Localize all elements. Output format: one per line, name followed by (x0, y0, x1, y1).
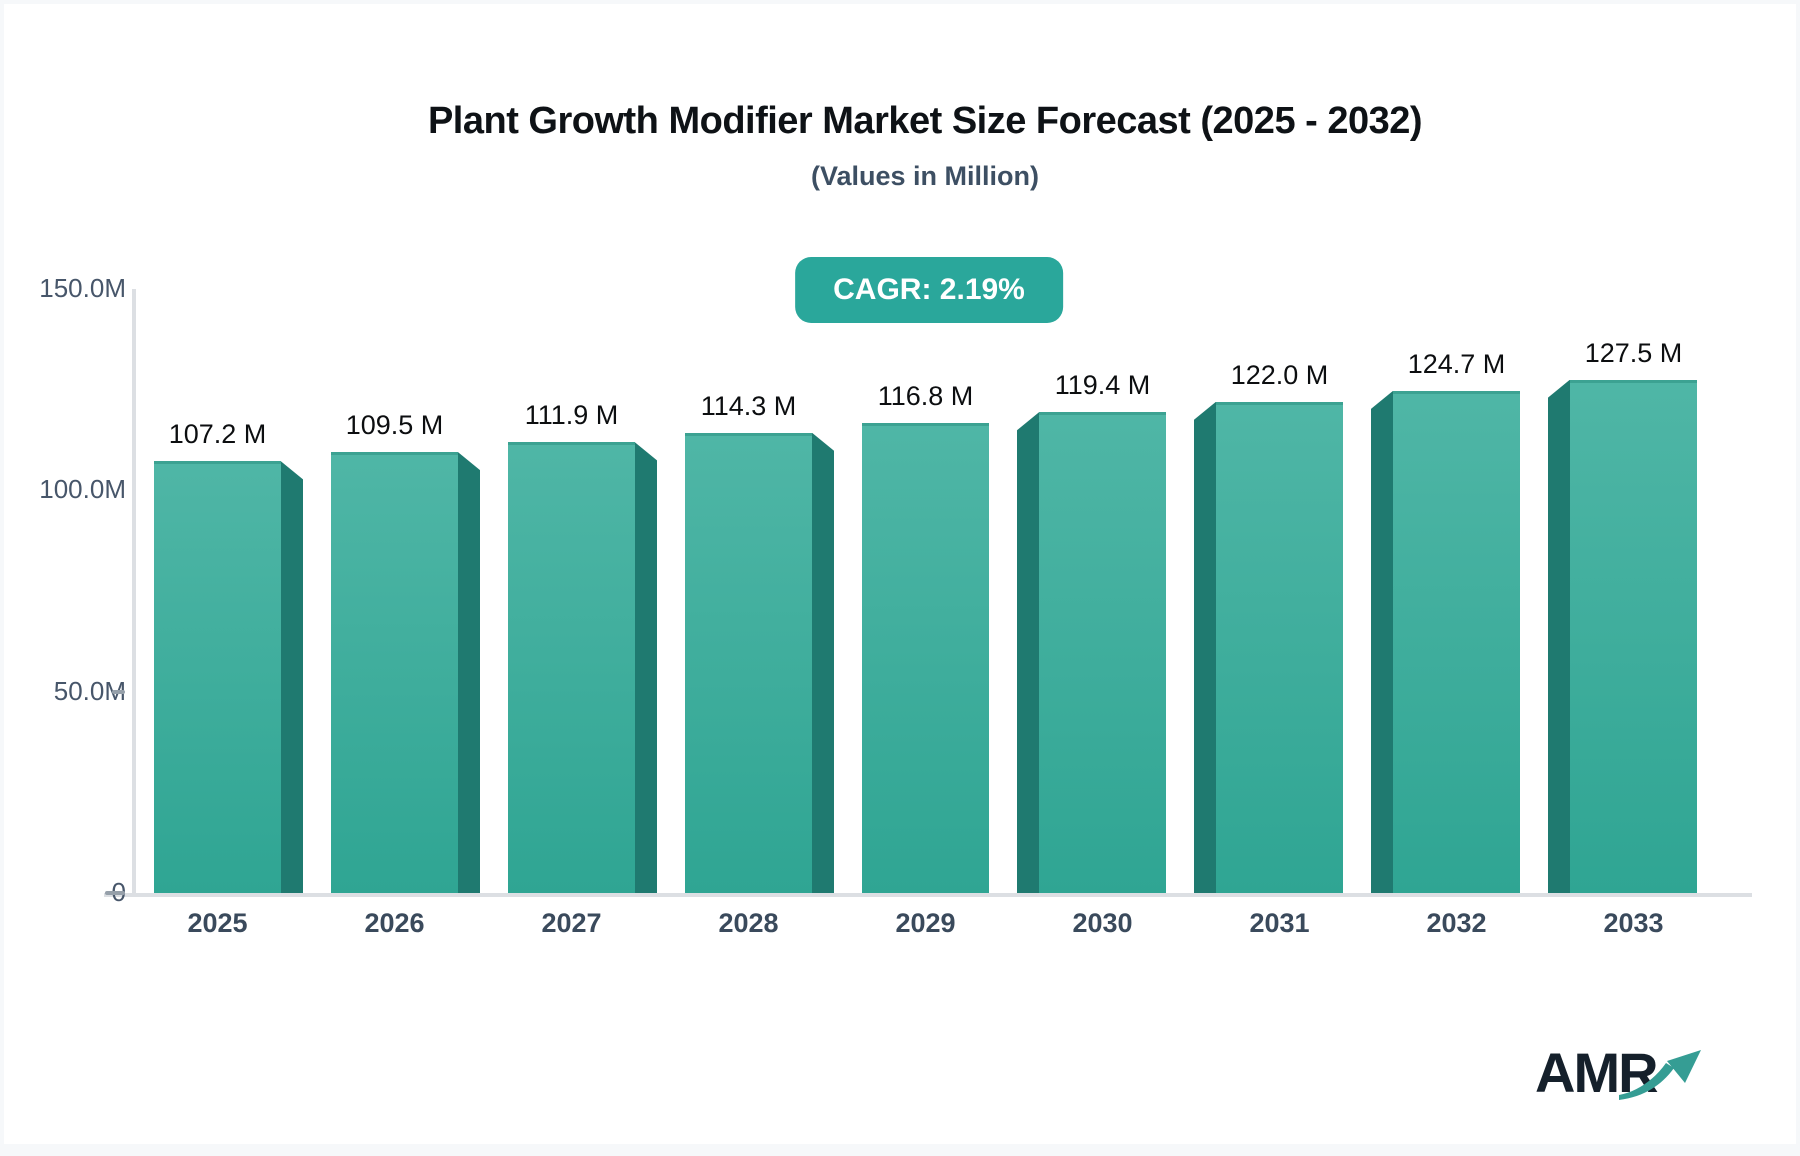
bar (862, 422, 989, 893)
amr-logo: AMR (1535, 1040, 1715, 1120)
bar-value-label: 109.5 M (345, 410, 444, 441)
x-axis-category-label: 2027 (541, 908, 602, 938)
x-axis-category-label: 2030 (1072, 908, 1133, 938)
y-axis-tick-mark (105, 891, 125, 895)
bar-side-face (1371, 390, 1393, 893)
x-axis-category-label: 2025 (187, 908, 248, 938)
x-axis-category-label: 2029 (895, 908, 956, 938)
bar-side-face (812, 432, 834, 893)
growth-arrow-icon (1619, 1050, 1701, 1100)
bar (508, 442, 635, 893)
bar-value-label: 127.5 M (1584, 337, 1683, 368)
chart-card: Plant Growth Modifier Market Size Foreca… (4, 4, 1796, 1144)
y-axis-tick-label: 100.0M (39, 474, 126, 505)
x-axis-category-label: 2033 (1603, 908, 1664, 938)
bar-side-face (281, 461, 303, 893)
bar (1570, 379, 1697, 893)
x-axis-line (104, 893, 1752, 897)
bar-side-face (1017, 412, 1039, 893)
y-axis-tick-mark (112, 689, 125, 694)
cagr-badge: CAGR: 2.19% (795, 257, 1063, 323)
bar (154, 461, 281, 893)
bar-value-label: 114.3 M (700, 390, 797, 421)
x-axis-category-label: 2026 (364, 908, 425, 938)
x-axis-category-label: 2028 (718, 908, 779, 938)
bar (1393, 390, 1520, 893)
bar-value-label: 116.8 M (877, 380, 974, 411)
bar-side-face (1194, 401, 1216, 893)
y-axis-tick-label: 50.0M (53, 675, 126, 706)
y-axis-tick-label: 150.0M (39, 273, 126, 303)
bar (331, 452, 458, 893)
chart-header: Plant Growth Modifier Market Size Foreca… (4, 4, 1796, 192)
bar (1216, 401, 1343, 893)
bar (1039, 412, 1166, 893)
bar-value-label: 111.9 M (524, 400, 619, 431)
bar (685, 432, 812, 893)
bar-value-label: 124.7 M (1407, 348, 1506, 379)
chart-title: Plant Growth Modifier Market Size Foreca… (427, 100, 1423, 142)
bar-side-face (458, 452, 480, 893)
x-axis-category-label: 2031 (1249, 908, 1310, 938)
bar-value-label: 122.0 M (1230, 359, 1329, 390)
chart-subtitle: (Values in Million) (810, 161, 1040, 191)
x-axis-category-label: 2032 (1426, 908, 1487, 938)
bar-side-face (635, 442, 657, 893)
bar-side-face (1548, 379, 1570, 893)
bar-value-label: 119.4 M (1054, 370, 1151, 401)
y-axis-line (132, 289, 136, 897)
bar-value-label: 107.2 M (168, 419, 267, 450)
